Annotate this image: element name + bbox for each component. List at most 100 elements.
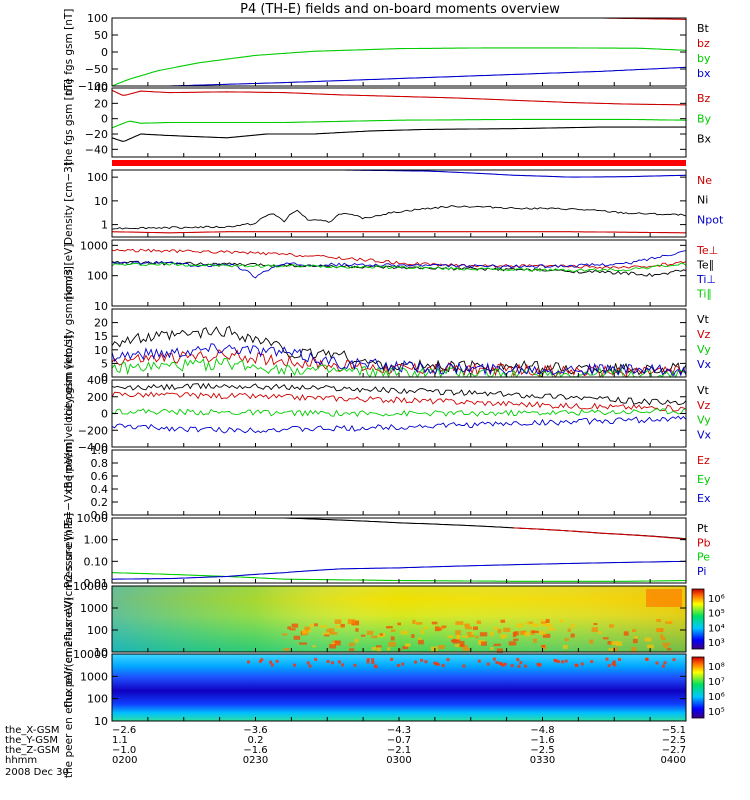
panel-ylabel: E=−VxB [mV/m] <box>63 439 75 527</box>
spectrogram-cell <box>644 637 652 642</box>
spectrogram-cell <box>337 660 341 664</box>
spectrogram-cell <box>539 630 546 635</box>
spectrogram-cell <box>541 623 548 627</box>
series-by-line <box>111 47 687 87</box>
spectrogram-cell <box>612 660 616 664</box>
panel-4: 1000 100 10 mom3 [eV] Te⊥ Te∥Ti⊥ Ti∥ <box>63 239 718 313</box>
spectrogram-cell <box>381 633 386 637</box>
legend-2: by <box>697 52 711 65</box>
spectrogram-cell <box>258 659 262 663</box>
spectrogram-cell <box>608 648 616 651</box>
spectrogram-cell <box>510 664 514 668</box>
colorbar-tick-label: 10⁴ <box>708 623 725 634</box>
y-tick-label: 0.0 <box>91 509 109 522</box>
panel-ylabel: the peim velocity gsm [km/s] <box>63 266 75 420</box>
spectrogram-cell <box>431 621 438 625</box>
figure-title: P4 (TH-E) fields and on-board moments ov… <box>240 2 560 17</box>
spectrogram-cell <box>376 647 381 652</box>
spectrogram-cell <box>467 634 475 638</box>
spectrogram-cell <box>611 641 618 645</box>
spectrogram-cell <box>602 637 609 640</box>
legend-3: bx <box>697 67 711 80</box>
y-tick-label: 10000 <box>73 580 108 593</box>
legend-2: Vy <box>697 414 711 427</box>
spectrogram-cell <box>465 626 473 630</box>
spectrogram-cell <box>360 634 366 637</box>
spectrogram-cell <box>598 631 602 634</box>
footer-row-label: hhmm <box>5 755 37 766</box>
spectrogram-cell <box>390 636 395 641</box>
spectrogram-cell <box>430 646 438 652</box>
spectrogram-cell <box>661 664 665 668</box>
spectrogram-cell <box>486 662 490 666</box>
spectrogram-cell <box>326 628 330 632</box>
spectrogram-cell <box>398 648 402 651</box>
spectrogram-cell <box>501 635 505 640</box>
spectrogram-cell <box>632 638 638 644</box>
spectrogram-cell <box>371 660 375 664</box>
spectrogram-cell <box>567 628 571 632</box>
spectrogram-cell <box>441 664 445 668</box>
panel-ylabel: the peer en eflux eV/(cm2-s-sr-eV) <box>63 597 75 778</box>
y-tick-label: 1000 <box>80 239 108 252</box>
spectrogram-cell <box>524 664 528 668</box>
colorbar-tick-label: 10³ <box>708 638 725 649</box>
spectrogram-cell <box>660 634 664 638</box>
legend-0: Vt <box>697 384 710 397</box>
y-tick-label: 0.6 <box>91 470 109 483</box>
y-tick-label: 0 <box>101 408 108 421</box>
footer-date: 2008 Dec 30 <box>5 767 69 778</box>
spectrogram-cell <box>312 645 316 648</box>
y-tick-label: 0 <box>101 46 108 59</box>
legend-1: Ni <box>697 194 708 207</box>
spectrogram-cell <box>546 623 553 628</box>
quality-flag-bar <box>112 160 686 166</box>
footer-value: 0230 <box>243 755 268 766</box>
footer-value: −1.6 <box>243 745 267 756</box>
spectrogram-cell <box>495 661 499 665</box>
spectrogram-cell <box>462 647 471 651</box>
legend-1: Te∥ <box>696 259 714 272</box>
y-tick-label: 50 <box>94 29 108 42</box>
spectrogram-cell <box>446 658 450 662</box>
legend-0: Bt <box>697 22 710 35</box>
panel-ylabel: Density [cm−3] <box>63 162 75 245</box>
spectrogram-cell <box>366 630 374 635</box>
series-By-line <box>111 118 686 129</box>
spectrogram-cell <box>455 630 461 635</box>
spectrogram-cell <box>415 622 423 625</box>
spectrogram-cell <box>289 628 296 631</box>
series-Te∥-line <box>111 260 687 278</box>
legend-3: Pi <box>697 565 706 578</box>
spectrogram-cell <box>456 635 460 640</box>
spectrogram-cell <box>611 662 615 666</box>
spectrogram-cell <box>433 661 437 665</box>
y-tick-label: 100 <box>87 171 108 184</box>
legend-3: Vx <box>697 428 712 441</box>
spectrogram-cell <box>609 624 614 628</box>
spectrogram-cell <box>613 647 619 651</box>
legend-1: Vz <box>697 328 711 341</box>
spectrogram-cell <box>322 632 330 635</box>
spectrogram-cell <box>531 623 539 627</box>
legend-0: Bz <box>697 92 711 105</box>
footer-value: −3.6 <box>243 725 267 736</box>
spectrogram-cell <box>616 641 623 647</box>
spectrogram-cell <box>455 621 464 625</box>
spectrogram-cell <box>347 619 356 625</box>
spectrogram-cell <box>417 637 422 642</box>
spectrogram-cell <box>519 630 527 635</box>
footer-value: 0200 <box>112 755 137 766</box>
spectrogram-cell <box>420 629 424 635</box>
panel-ylabel: mom3 [eV] <box>63 244 75 303</box>
series-Vy-line <box>111 357 687 379</box>
footer-value: −2.7 <box>662 745 686 756</box>
y-tick-label: 1000 <box>80 670 108 683</box>
spectrogram-cell <box>462 664 466 668</box>
spectrogram-cell <box>291 623 299 628</box>
spectrogram-cell <box>479 632 488 637</box>
spectrogram-cell <box>434 662 438 666</box>
colorbar-tick-label: 10⁸ <box>708 662 725 673</box>
footer-value: 0400 <box>661 755 686 766</box>
